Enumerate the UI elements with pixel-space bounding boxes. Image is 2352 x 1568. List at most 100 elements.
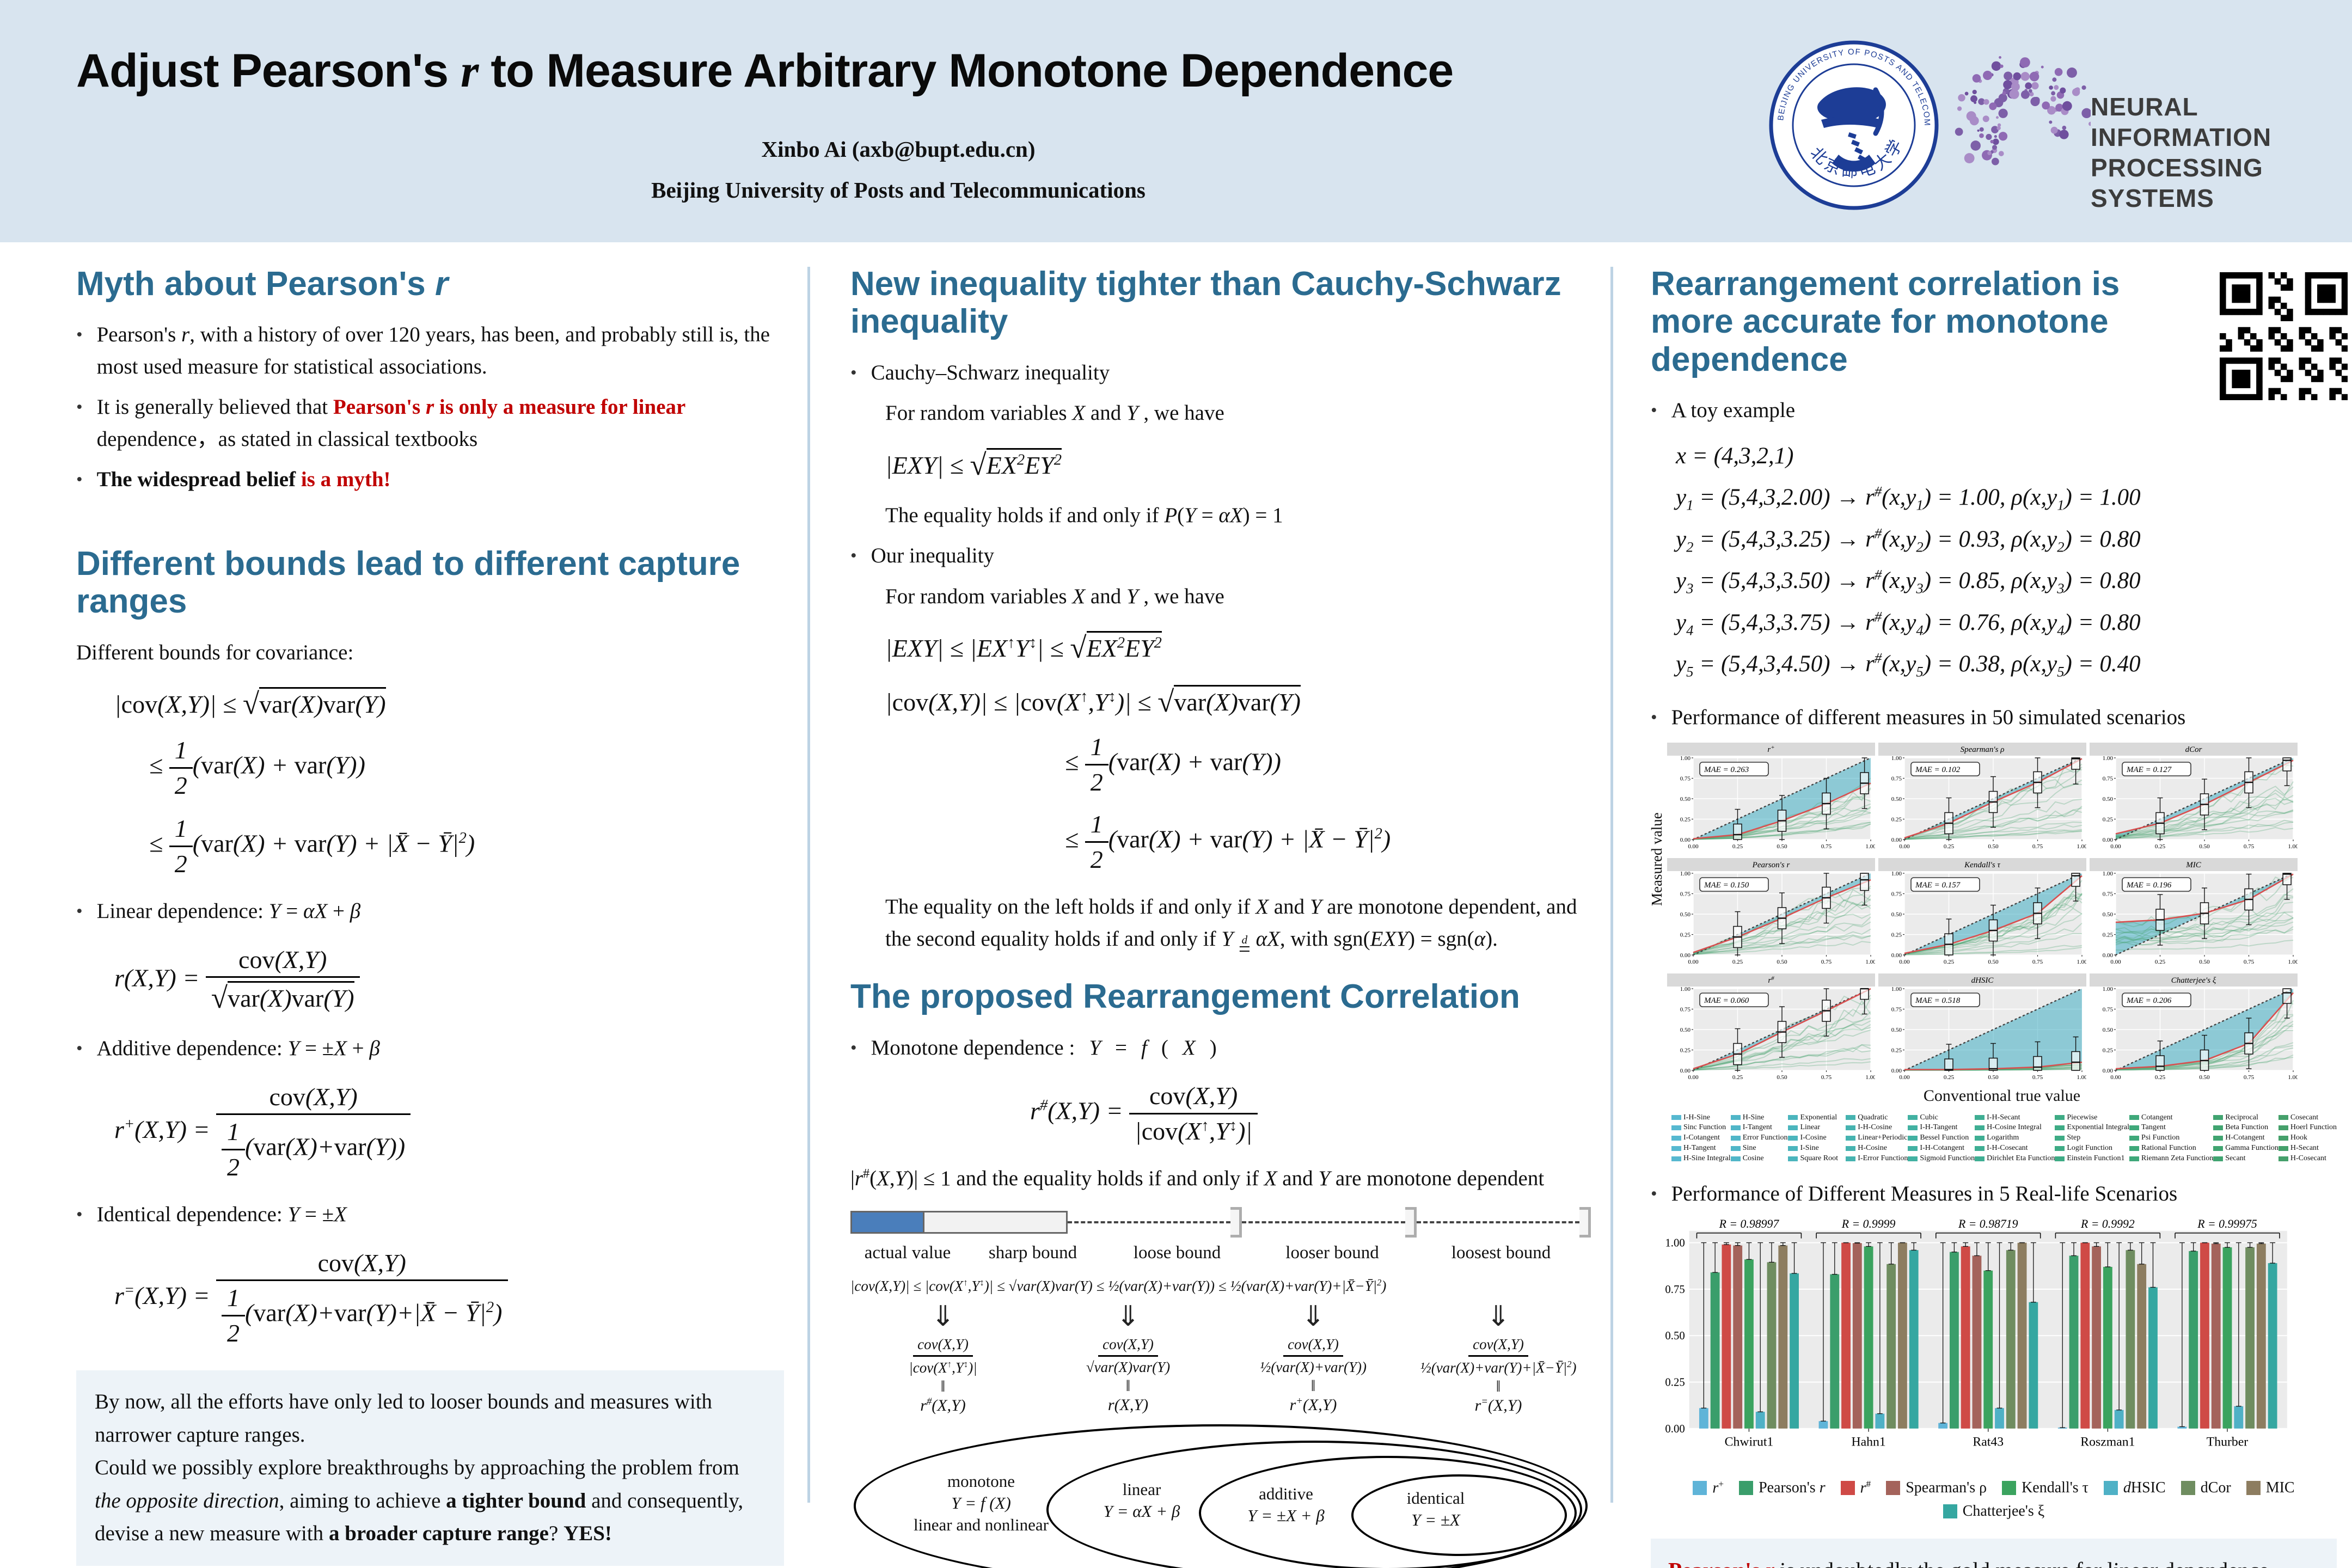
heading-bounds: Different bounds lead to different captu… [76, 544, 740, 621]
svg-text:1.00: 1.00 [2288, 959, 2298, 965]
bar-legend-item: dHSIC [2103, 1479, 2166, 1497]
svg-text:R = 0.98997: R = 0.98997 [1719, 1218, 1780, 1230]
svg-text:0.75: 0.75 [2244, 1074, 2255, 1081]
simulated-panels-figure: Measured value r+ 0.00 0.00 0.25 0.25 0.50 0.5… [1649, 742, 2337, 1164]
toy-line: y1 = (5,4,3,2.00) → r#(x,y1) = 1.00, ρ(x… [1676, 483, 2141, 513]
function-legend: I-H-Sine Sinc Function I-Cotangent H-Tangen… [1671, 1113, 2337, 1164]
bullet-cauchy: Cauchy–Schwarz inequality [850, 357, 1591, 389]
middle-column: New inequality tighter than Cauchy-Schwa… [850, 242, 1591, 1568]
svg-text:Chatterjee's ξ: Chatterjee's ξ [2171, 976, 2216, 985]
svg-text:Pearson's r: Pearson's r [1752, 861, 1790, 869]
svg-text:Thurber: Thurber [2207, 1435, 2249, 1449]
bounds-chain-formula: |cov(X,Y)| ≤ |cov(X↑,Y↕)| ≤ √var(X)var(Y… [850, 1277, 1387, 1294]
svg-text:0.75: 0.75 [2032, 843, 2043, 850]
function-legend-column: H-Sine I-Tangent Error Function Sine Cosine [1730, 1113, 1788, 1164]
function-legend-column: Reciprocal Beta Function H-Cotangent Gamma … [2213, 1113, 2278, 1164]
venn-label-monotone: monotone Y = f (X) linear and nonlinear [914, 1471, 1049, 1535]
svg-text:1.00: 1.00 [2288, 843, 2298, 850]
bar-legend-item: dCor [2180, 1479, 2231, 1497]
svg-text:MAE = 0.060: MAE = 0.060 [1704, 996, 1749, 1005]
neurips-logo: NEURAL INFORMATION PROCESSING SYSTEMS [1955, 44, 2347, 212]
svg-text:0.00: 0.00 [1891, 837, 1902, 843]
header-band: Adjust Pearson's r to Measure Arbitrary … [0, 0, 2352, 242]
venn-label-additive: additive Y = ±X + β [1247, 1484, 1325, 1526]
function-legend-column: I-H-Sine Sinc Function I-Cotangent H-Tangen… [1671, 1113, 1731, 1164]
bound-labels: actual value sharp bound loose bound loo… [864, 1242, 1551, 1263]
svg-text:0.50: 0.50 [2103, 1027, 2114, 1033]
svg-text:R = 0.99975: R = 0.99975 [2197, 1218, 2257, 1230]
svg-text:0.75: 0.75 [1680, 775, 1691, 782]
svg-text:0.00: 0.00 [1665, 1423, 1685, 1435]
svg-text:1.00: 1.00 [1865, 1074, 1875, 1081]
svg-text:0.75: 0.75 [2103, 1006, 2114, 1013]
svg-text:1.00: 1.00 [2103, 871, 2114, 877]
venn-identical-ellipse [1351, 1474, 1567, 1556]
bullet-believed: It is generally believed that Pearson's … [76, 391, 784, 455]
svg-text:0.75: 0.75 [2032, 959, 2043, 965]
svg-text:0.75: 0.75 [1891, 891, 1902, 897]
svg-text:1.00: 1.00 [2077, 843, 2086, 850]
svg-text:1.00: 1.00 [1680, 755, 1691, 762]
svg-text:1.00: 1.00 [1680, 871, 1691, 877]
bullet-monotone: Monotone dependence :Y = f (X) [850, 1032, 1591, 1064]
svg-text:1.00: 1.00 [2288, 1074, 2298, 1081]
cov-bounds-formula: |cov(X,Y)| ≤ √var(X)var(Y) ≤ 1 2 (var(X) +… [114, 687, 475, 878]
svg-text:0.50: 0.50 [1680, 911, 1691, 918]
svg-text:0.50: 0.50 [1777, 959, 1787, 965]
rv-line-2: For random variables X and Y , we have [885, 584, 1224, 608]
svg-text:MAE = 0.157: MAE = 0.157 [1915, 881, 1961, 890]
svg-text:0.25: 0.25 [1680, 816, 1691, 823]
svg-text:MIC: MIC [2185, 861, 2201, 869]
svg-text:0.25: 0.25 [1891, 932, 1902, 938]
svg-text:0.75: 0.75 [2103, 891, 2114, 897]
toy-example-equations: x = (4,3,2,1) y1 = (5,4,3,2.00) → r#(x,y1… [1676, 436, 2337, 685]
svg-text:0.50: 0.50 [1680, 1027, 1691, 1033]
svg-text:0.25: 0.25 [1680, 1047, 1691, 1054]
svg-text:1.00: 1.00 [2103, 986, 2114, 993]
svg-text:0.75: 0.75 [1821, 1074, 1832, 1081]
measure-fractions: cov(X,Y) |cov(X↑,Y↕)| ‖ r#(X,Y) cov(X,Y) … [850, 1336, 1591, 1414]
cs-formula: |EXY| ≤ √EX2EY2 [885, 448, 1062, 481]
svg-text:r#: r# [1768, 975, 1774, 985]
loose-bound-bracket [1230, 1206, 1242, 1238]
svg-text:0.50: 0.50 [1665, 1330, 1685, 1343]
svg-text:0.75: 0.75 [1821, 959, 1832, 965]
r-formula: r(X,Y) = cov(X,Y) √var(X)var(Y) [114, 944, 784, 1017]
venn-label-identical: identical Y = ±X [1406, 1488, 1465, 1530]
svg-text:0.00: 0.00 [1899, 959, 1910, 965]
svg-text:0.25: 0.25 [1944, 1074, 1955, 1081]
svg-text:Chwirut1: Chwirut1 [1725, 1435, 1774, 1449]
loosest-bound-bracket [1579, 1206, 1591, 1238]
svg-text:0.25: 0.25 [2155, 843, 2166, 850]
svg-text:0.00: 0.00 [1899, 843, 1910, 850]
svg-text:0.00: 0.00 [1891, 1068, 1902, 1074]
svg-text:dCor: dCor [2185, 745, 2202, 754]
svg-text:0.50: 0.50 [1891, 911, 1902, 918]
svg-text:0.25: 0.25 [1944, 843, 1955, 850]
svg-text:1.00: 1.00 [2103, 755, 2114, 762]
svg-text:0.00: 0.00 [1680, 1068, 1691, 1074]
affiliation-line: Beijing University of Posts and Telecomm… [651, 177, 1146, 203]
qr-code [2220, 272, 2348, 401]
bullet-simulated: Performance of different measures in 50 … [1651, 702, 2337, 734]
opposite-direction-box: By now, all the efforts have only led to… [76, 1370, 784, 1566]
svg-text:0.00: 0.00 [2103, 952, 2114, 959]
svg-text:0.00: 0.00 [1688, 843, 1699, 850]
svg-text:Roszman1: Roszman1 [2080, 1435, 2135, 1449]
our-chain-formula: |cov(X,Y)| ≤ |cov(X↑,Y↕)| ≤ √var(X)var(Y… [885, 685, 1391, 873]
fraction-rplus: cov(X,Y) ½(var(X)+var(Y)) ‖ r+(X,Y) [1260, 1336, 1367, 1414]
rsharp-bound: |r#(X,Y)| ≤ 1 and the equality holds if … [850, 1166, 1545, 1191]
svg-text:0.50: 0.50 [1988, 843, 1999, 850]
svg-text:0.75: 0.75 [2032, 1074, 2043, 1081]
bullet-toy-example: A toy example [1651, 395, 2337, 427]
svg-text:0.00: 0.00 [1899, 1074, 1910, 1081]
svg-text:1.00: 1.00 [1891, 871, 1902, 877]
bullet-our-inequality: Our inequality [850, 540, 1591, 572]
function-legend-column: Piecewise Exponential Integral Step Logit F… [2055, 1113, 2129, 1164]
svg-text:1.00: 1.00 [2077, 959, 2086, 965]
dependence-venn: monotone Y = f (X) linear and nonlinear … [850, 1424, 1591, 1568]
column-divider-1 [807, 267, 810, 1503]
svg-text:0.75: 0.75 [1680, 1006, 1691, 1013]
toy-line: y3 = (5,4,3,3.50) → r#(x,y3) = 0.85, ρ(x… [1676, 567, 2141, 597]
svg-text:Kendall's τ: Kendall's τ [1964, 861, 2000, 869]
